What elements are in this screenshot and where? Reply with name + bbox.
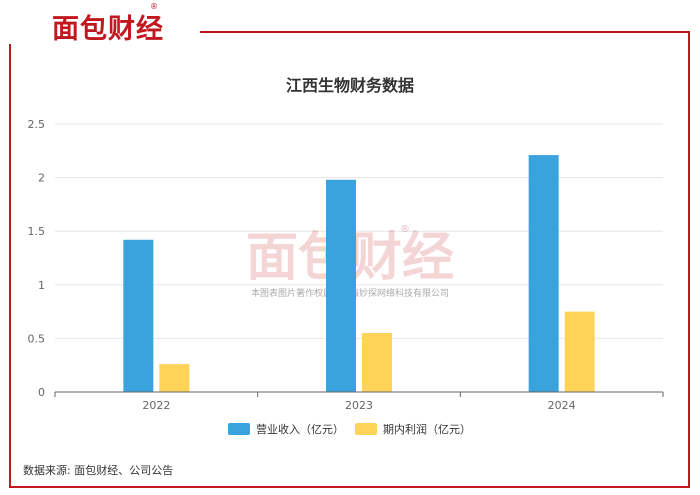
y-tick-label: 2.5 xyxy=(28,118,46,131)
data-source: 数据来源: 面包财经、公司公告 xyxy=(23,464,174,477)
x-tick-label: 2022 xyxy=(142,399,170,412)
y-tick-label: 1 xyxy=(38,279,45,292)
legend-label-revenue: 营业收入（亿元） xyxy=(256,423,344,436)
brand-logo: 面包财经 ® xyxy=(0,0,200,45)
profit-bar[interactable] xyxy=(159,364,190,392)
chart-frame xyxy=(9,31,690,488)
x-tick-label: 2024 xyxy=(548,399,576,412)
legend-swatch-revenue xyxy=(228,423,250,435)
chart-legend: 营业收入（亿元） 期内利润（亿元） xyxy=(0,419,700,439)
registered-mark: ® xyxy=(150,2,158,11)
revenue-bar[interactable] xyxy=(326,179,356,392)
legend-item-profit[interactable]: 期内利润（亿元） xyxy=(355,419,471,439)
legend-label-profit: 期内利润（亿元） xyxy=(383,423,471,436)
legend-item-revenue[interactable]: 营业收入（亿元） xyxy=(228,419,344,439)
y-tick-label: 2 xyxy=(38,172,45,185)
x-tick-label: 2023 xyxy=(345,399,373,412)
watermark-registered-mark: ® xyxy=(400,224,410,235)
logo-text: 面包财经 xyxy=(52,14,164,45)
revenue-bar[interactable] xyxy=(123,239,154,392)
y-tick-label: 0 xyxy=(38,386,45,399)
profit-bar[interactable] xyxy=(564,311,595,392)
chart-title: 江西生物财务数据 xyxy=(285,76,414,95)
y-tick-label: 0.5 xyxy=(28,332,46,345)
y-tick-label: 1.5 xyxy=(28,225,46,238)
revenue-bar[interactable] xyxy=(528,155,559,392)
legend-swatch-profit xyxy=(355,423,377,435)
profit-bar[interactable] xyxy=(362,333,392,392)
